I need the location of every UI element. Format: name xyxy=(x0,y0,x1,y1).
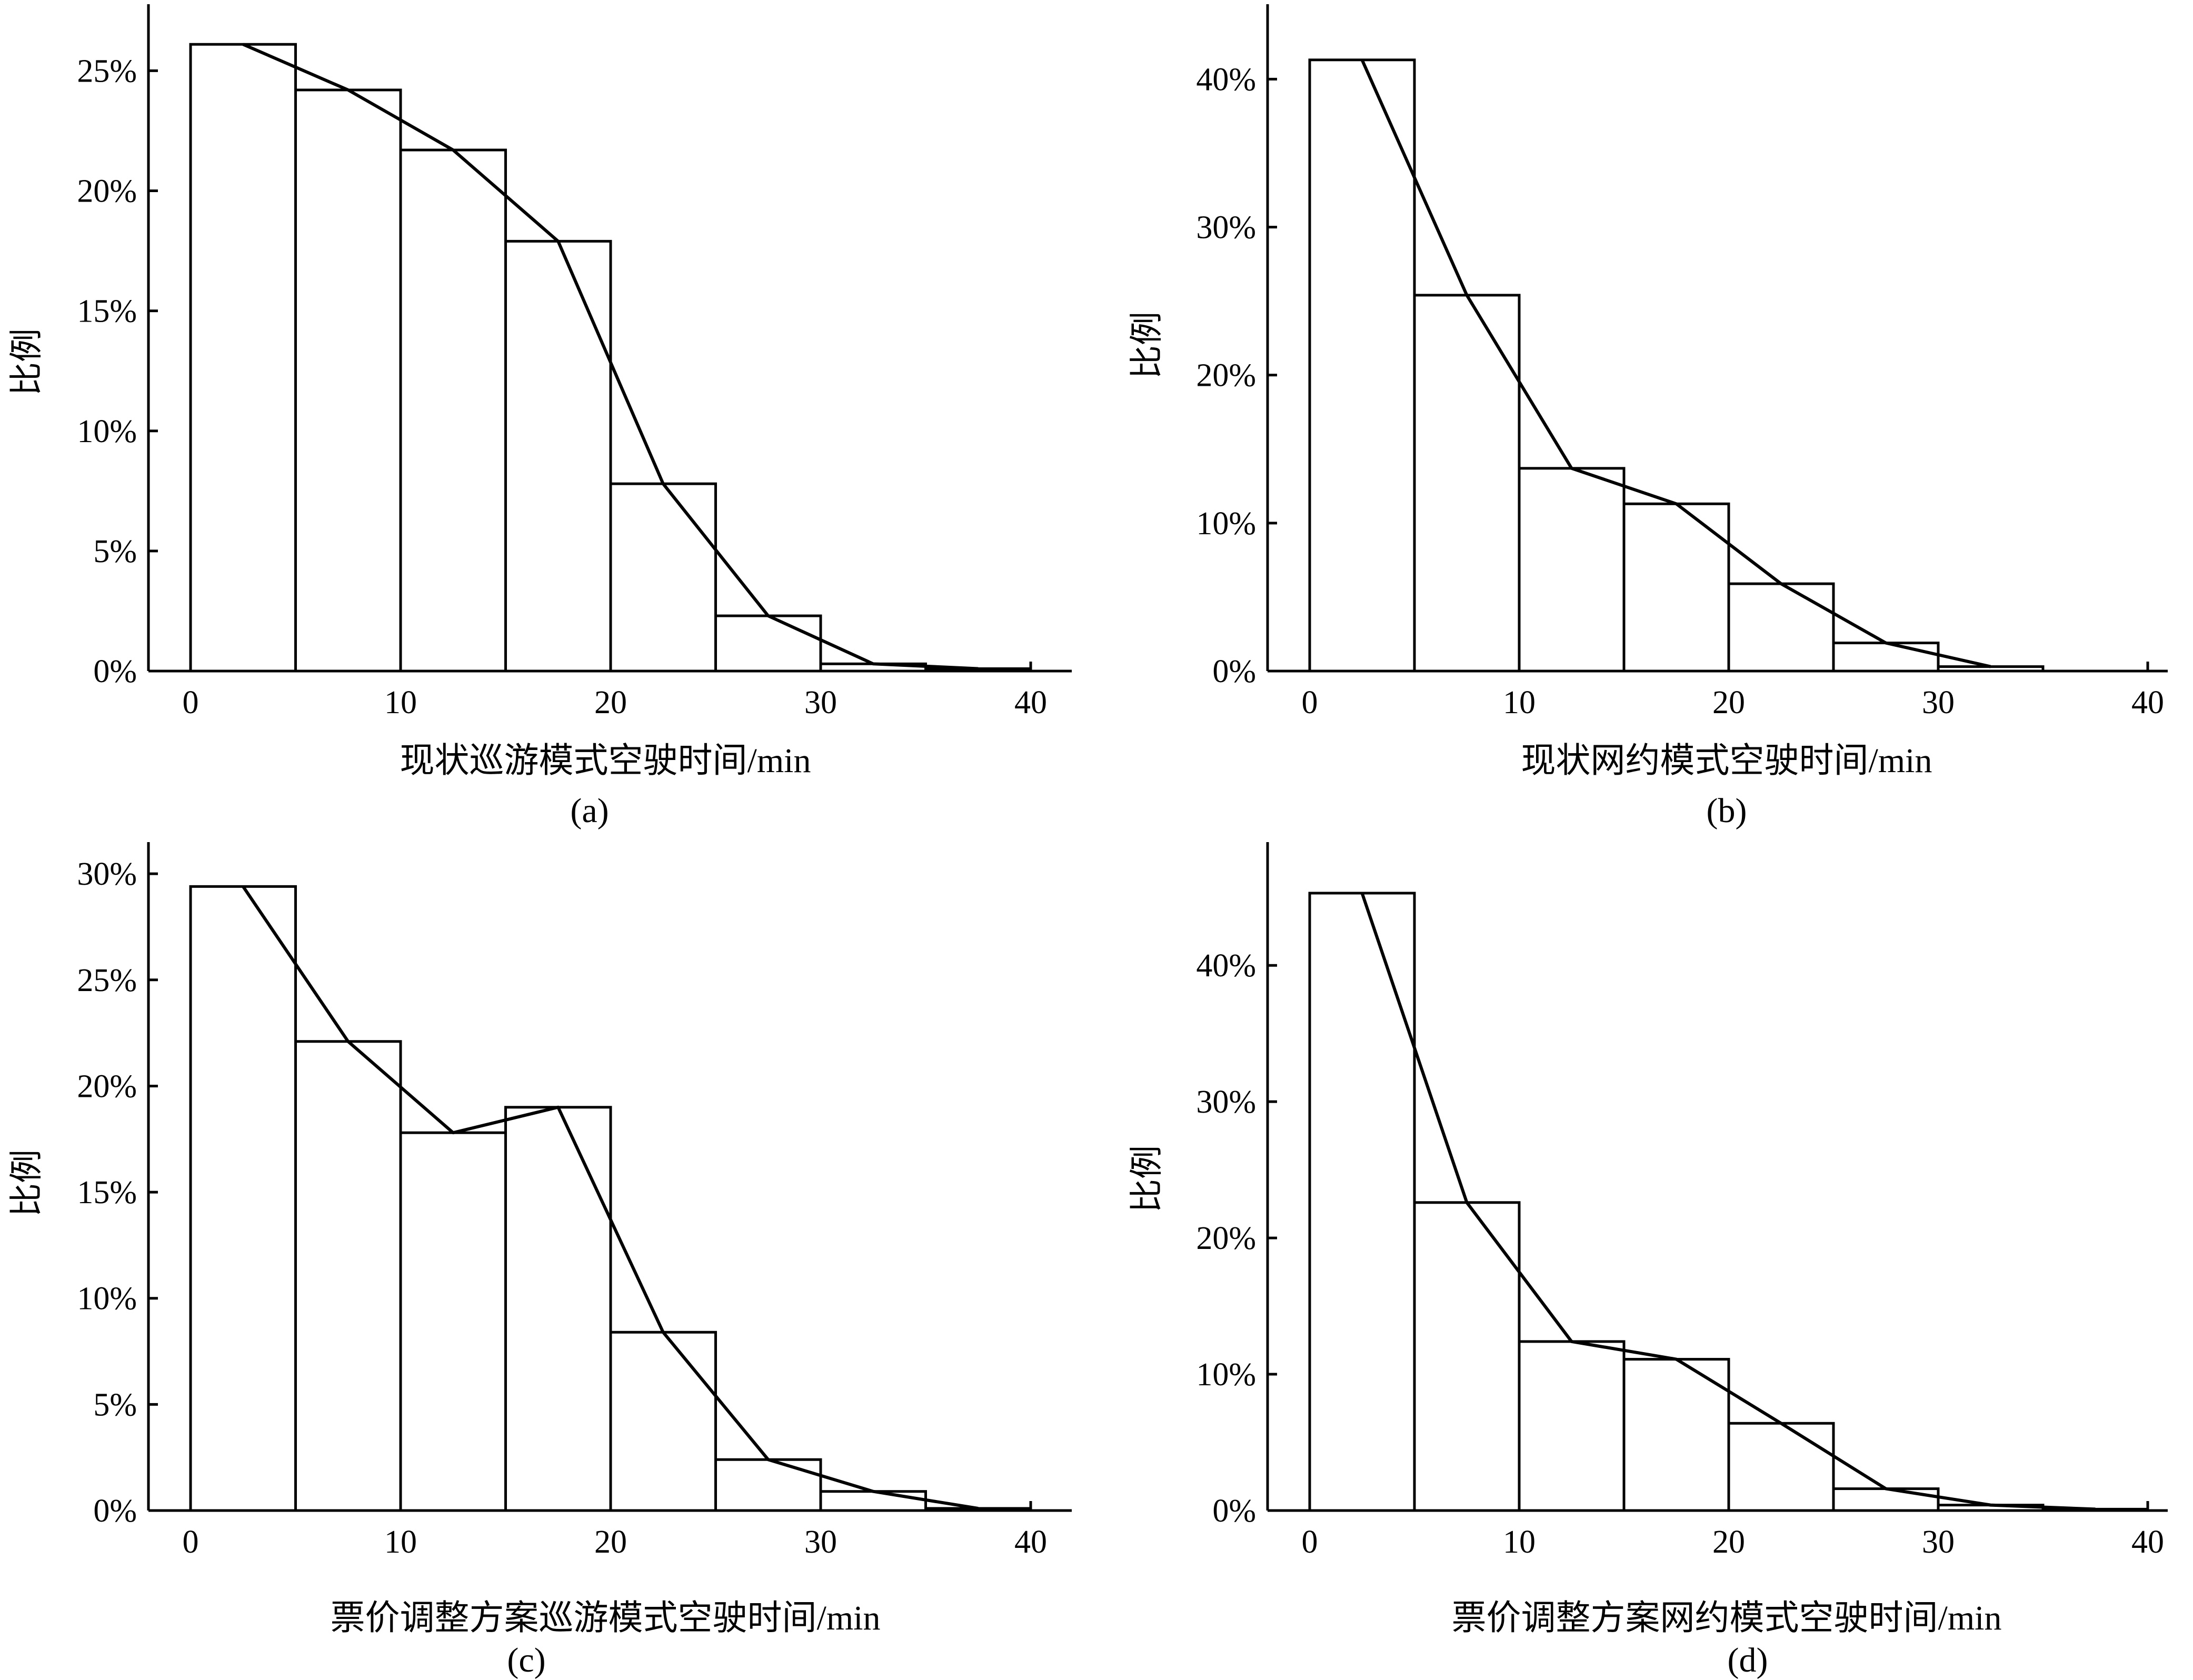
panel-caption: (b) xyxy=(1707,792,1747,830)
y-tick-label: 10% xyxy=(77,1281,137,1317)
y-tick-label: 40% xyxy=(1196,62,1256,97)
histogram-bar xyxy=(1308,58,1416,673)
x-tick-label: 0 xyxy=(1302,1524,1318,1560)
x-tick-label: 40 xyxy=(2131,1524,2164,1560)
y-tick-label: 20% xyxy=(77,1068,137,1104)
y-axis-title: 比例 xyxy=(1128,1145,1165,1213)
histogram-bar xyxy=(294,1040,402,1512)
x-axis-title: 现状巡游模式空驶时间/min xyxy=(400,742,811,780)
histogram-bar xyxy=(294,88,402,673)
x-axis-title: 票价调整方案网约模式空驶时间/min xyxy=(1451,1599,2001,1637)
y-axis-title: 比例 xyxy=(8,1149,45,1217)
y-tick-label: 0% xyxy=(1212,654,1256,689)
y-tick-label: 25% xyxy=(77,963,137,998)
x-tick-label: 10 xyxy=(384,1524,417,1560)
histogram-bar xyxy=(1413,294,1521,673)
y-tick-label: 30% xyxy=(77,856,137,892)
histogram-bar xyxy=(189,43,297,673)
x-tick-label: 30 xyxy=(804,1524,837,1560)
x-tick-label: 30 xyxy=(804,685,837,721)
histogram-bar xyxy=(504,1106,612,1512)
x-tick-label: 0 xyxy=(183,1524,199,1560)
trend-line xyxy=(242,43,979,671)
x-axis-title: 现状网约模式空驶时间/min xyxy=(1521,742,1932,780)
y-tick-label: 20% xyxy=(1196,358,1256,394)
panel-b: 现状网约模式空驶时间/min (b) 比例 0% 10% 20% 30% 40% 0 10 2… xyxy=(1128,4,2168,830)
y-tick-label: 15% xyxy=(77,1175,137,1211)
x-tick-label: 30 xyxy=(1922,685,1955,721)
y-tick-label: 20% xyxy=(77,174,137,209)
panel-caption: (c) xyxy=(507,1641,545,1679)
y-tick-label: 25% xyxy=(77,53,137,89)
y-tick-label: 15% xyxy=(77,294,137,329)
histogram-bar xyxy=(1413,1201,1521,1512)
x-tick-label: 20 xyxy=(1712,685,1745,721)
x-axis-title: 票价调整方案巡游模式空驶时间/min xyxy=(330,1599,880,1637)
x-tick-label: 20 xyxy=(594,1524,627,1560)
trend-line xyxy=(242,885,979,1510)
y-tick-label: 5% xyxy=(93,1387,137,1423)
histogram-bar xyxy=(819,1490,927,1512)
histogram-bar xyxy=(1622,1358,1730,1512)
histogram-bar xyxy=(1832,1487,1940,1512)
trend-line xyxy=(1360,893,2096,1511)
x-tick-label: 40 xyxy=(1014,1524,1047,1560)
histogram-bar xyxy=(1727,1422,1835,1512)
histogram-bar xyxy=(189,885,297,1512)
panel-d: 票价调整方案网约模式空驶时间/min (d) 比例 0% 10% 20% 30% 40%… xyxy=(1128,842,2168,1679)
x-tick-label: 40 xyxy=(2131,685,2164,721)
y-tick-label: 10% xyxy=(1196,506,1256,542)
x-tick-label: 40 xyxy=(1014,685,1047,721)
x-tick-label: 10 xyxy=(1503,1524,1536,1560)
y-axis-title: 比例 xyxy=(8,328,45,396)
panel-a: 现状巡游模式空驶时间/min (a) 比例 0% 5% 10% 15% 20% 25% 0 1… xyxy=(8,4,1072,830)
trend-line xyxy=(1360,59,1991,668)
histogram-bar xyxy=(609,1331,717,1512)
x-tick-label: 0 xyxy=(183,685,199,721)
histogram-bar xyxy=(609,482,717,673)
y-tick-label: 0% xyxy=(1212,1493,1256,1529)
histogram-bar xyxy=(714,1458,822,1512)
histogram-bar xyxy=(1518,1340,1626,1512)
histogram-bar xyxy=(714,614,822,673)
y-tick-label: 30% xyxy=(1196,210,1256,246)
x-tick-label: 10 xyxy=(384,685,417,721)
y-tick-label: 0% xyxy=(93,654,137,689)
x-tick-label: 20 xyxy=(594,685,627,721)
y-tick-label: 30% xyxy=(1196,1084,1256,1120)
x-tick-label: 30 xyxy=(1922,1524,1955,1560)
panel-c: 票价调整方案巡游模式空驶时间/min (c) 比例 0% 5% 10% 15% 20% 2… xyxy=(8,842,1072,1679)
y-tick-label: 5% xyxy=(93,534,137,569)
y-tick-label: 40% xyxy=(1196,948,1256,984)
x-tick-label: 10 xyxy=(1503,685,1536,721)
y-axis-title: 比例 xyxy=(1128,312,1165,379)
y-tick-label: 10% xyxy=(77,414,137,449)
x-tick-label: 0 xyxy=(1302,685,1318,721)
histogram-bar xyxy=(399,148,507,673)
histogram-bar xyxy=(1518,467,1626,673)
x-tick-label: 20 xyxy=(1712,1524,1745,1560)
y-tick-label: 20% xyxy=(1196,1221,1256,1256)
histogram-bar xyxy=(1727,582,1835,673)
histogram-bar xyxy=(1308,892,1416,1512)
histogram-bar xyxy=(1622,502,1730,673)
histogram-bar xyxy=(504,239,612,673)
histogram-bar xyxy=(1832,642,1940,673)
y-tick-label: 0% xyxy=(93,1493,137,1529)
panel-caption: (a) xyxy=(570,792,609,830)
y-tick-label: 10% xyxy=(1196,1357,1256,1393)
histogram-bar xyxy=(399,1131,507,1512)
panel-caption: (d) xyxy=(1728,1641,1768,1679)
